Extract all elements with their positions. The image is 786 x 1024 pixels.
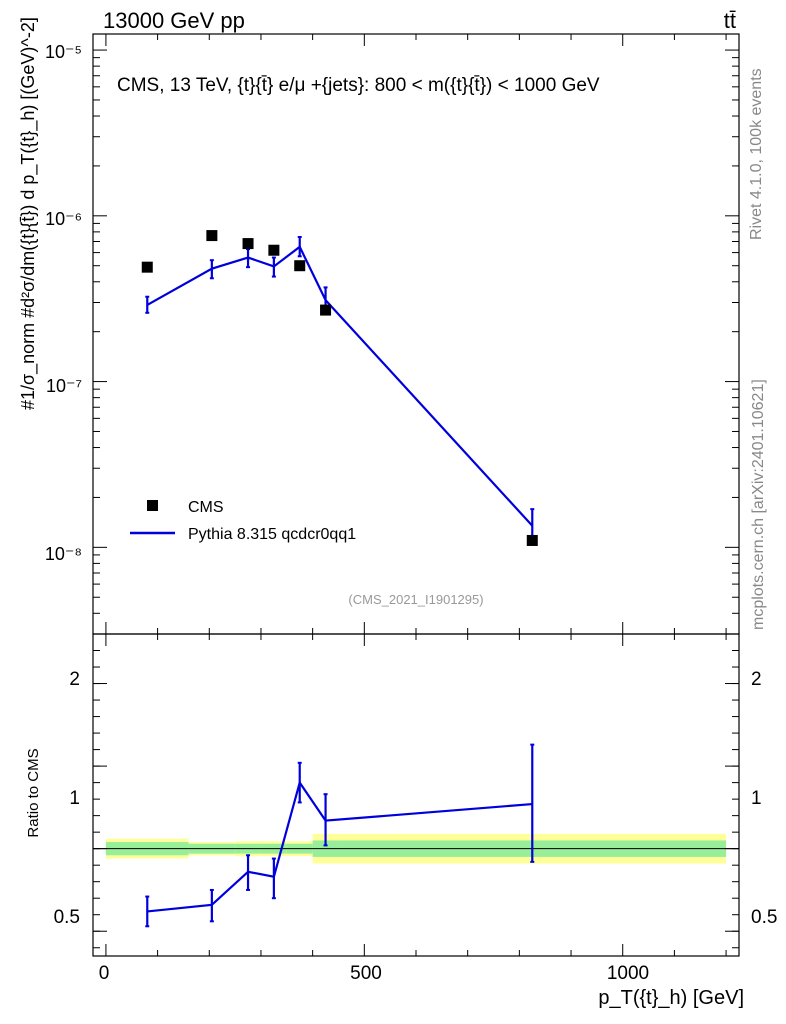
- mc-line: [146, 245, 534, 527]
- legend-marker-cms: [147, 500, 158, 511]
- y-tick-label: 10⁻⁸: [45, 544, 82, 564]
- ratio-y-tick-label-right: 0.5: [751, 907, 777, 928]
- legend-label-cms: CMS: [188, 499, 224, 516]
- side-label-bottom: mcplots.cern.ch [arXiv:2401.10621]: [750, 379, 767, 630]
- cms-data-point: [268, 244, 280, 256]
- axis-ticks: [93, 34, 739, 956]
- cms-data-point: [206, 230, 218, 242]
- ratio-uncertainty-bands: [93, 833, 739, 864]
- ratio-y-tick-label: 1: [69, 788, 80, 809]
- cms-data-point: [141, 261, 153, 273]
- main-plot: [141, 230, 538, 546]
- ratio-y-tick-label: 0.5: [54, 907, 80, 928]
- y-tick-label: 10⁻⁷: [46, 376, 82, 396]
- legend-label-mc: Pythia 8.315 qcdcr0qq1: [188, 526, 356, 543]
- analysis-watermark: (CMS_2021_I1901295): [348, 592, 483, 607]
- legend: CMS Pythia 8.315 qcdcr0qq1: [130, 499, 356, 543]
- cms-data-point: [294, 260, 306, 272]
- cms-data-point: [320, 304, 332, 316]
- header-left: 13000 GeV pp: [103, 8, 245, 33]
- y-tick-label: 10⁻⁵: [45, 42, 82, 62]
- main-title: CMS, 13 TeV, {t}{t̄} e/μ +{jets}: 800 < …: [117, 75, 600, 96]
- x-axis-label: p_T({t}_h) [GeV]: [598, 987, 744, 1009]
- ratio-y-tick-label-right: 1: [751, 788, 762, 809]
- ratio-plot: [145, 743, 535, 928]
- main-y-label: #1/σ_norm #d²σ/dm({t}{t̄}) d p_T({t}_h) …: [18, 17, 39, 410]
- x-tick-label: 1000: [607, 963, 649, 984]
- ratio-y-label: Ratio to CMS: [25, 748, 42, 837]
- cms-data-point: [526, 534, 538, 546]
- ratio-y-tick-label: 2: [69, 669, 80, 690]
- header-right: tt̄: [724, 8, 736, 33]
- y-tick-label: 10⁻⁶: [45, 209, 82, 229]
- main-frame: [92, 33, 740, 635]
- cms-data-point: [242, 238, 254, 250]
- x-tick-label: 0: [99, 963, 110, 984]
- side-label-top: Rivet 4.1.0, 100k events: [748, 68, 765, 240]
- ratio-y-tick-label-right: 2: [751, 669, 762, 690]
- x-tick-label: 500: [350, 963, 382, 984]
